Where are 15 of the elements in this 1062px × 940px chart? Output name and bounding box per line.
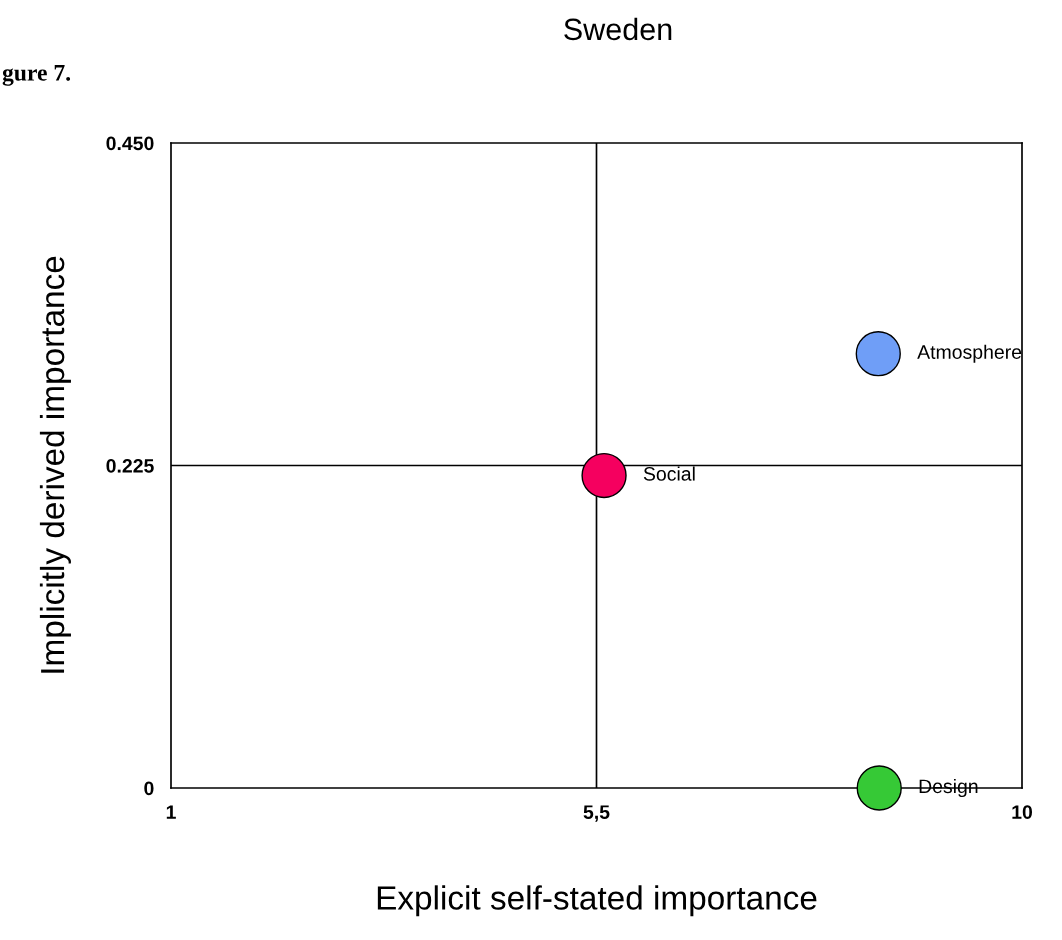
y-tick-label: 0 <box>144 781 154 796</box>
x-tick-label: 5,5 <box>583 805 610 822</box>
x-tick-label: 1 <box>166 805 176 819</box>
y-tick-label: 0.450 <box>106 136 154 151</box>
chart-title: Sweden <box>564 17 672 41</box>
x-tick-label: 10 <box>1012 805 1033 819</box>
y-tick-label: 0.225 <box>106 458 154 473</box>
series-label: Social <box>643 466 695 481</box>
point <box>856 765 902 811</box>
point <box>855 331 901 377</box>
y-axis-title: Implicitly derived importance <box>39 256 71 673</box>
point <box>581 452 627 499</box>
series-label: Atmosphere <box>917 344 1022 363</box>
text: gure 7. <box>2 65 71 86</box>
x-axis-title: Explicit self-stated importance <box>377 885 817 917</box>
